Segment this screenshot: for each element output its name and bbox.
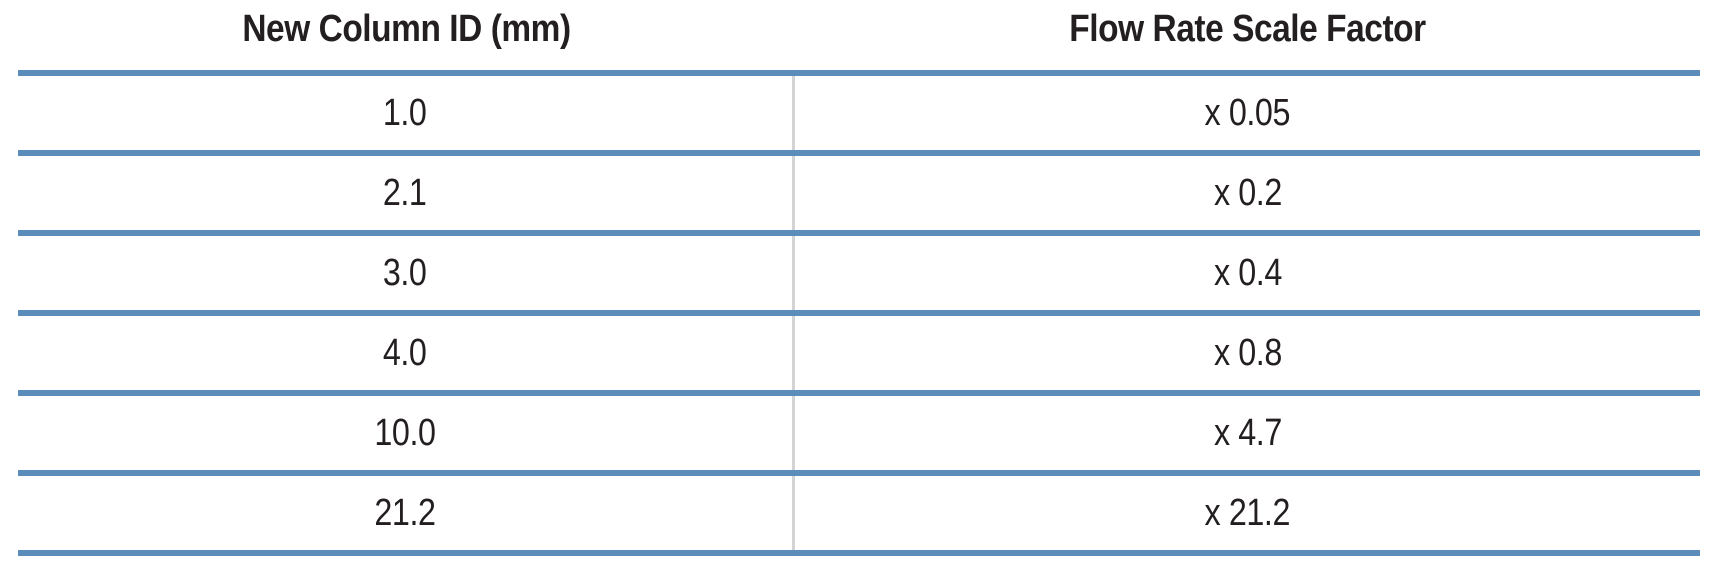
table-header-row: New Column ID (mm) Flow Rate Scale Facto… <box>18 0 1700 70</box>
table-row: 10.0 x 4.7 <box>18 396 1700 470</box>
table-row: 2.1 x 0.2 <box>18 156 1700 230</box>
table-rule <box>18 470 1700 476</box>
table-row: 1.0 x 0.05 <box>18 76 1700 150</box>
cell-column-id: 4.0 <box>18 316 795 390</box>
flow-rate-table: New Column ID (mm) Flow Rate Scale Facto… <box>18 0 1700 556</box>
cell-column-id: 21.2 <box>18 476 795 550</box>
table-row: 3.0 x 0.4 <box>18 236 1700 310</box>
cell-scale-factor: x 0.8 <box>1213 331 1282 374</box>
cell-scale-factor: x 4.7 <box>1213 411 1282 454</box>
cell-scale-factor: x 0.2 <box>1213 171 1282 214</box>
cell-column-id: 2.1 <box>18 156 795 230</box>
table-row: 21.2 x 21.2 <box>18 476 1700 550</box>
table-rule <box>18 310 1700 316</box>
header-column-id: New Column ID (mm) <box>242 7 571 50</box>
table-rule <box>18 150 1700 156</box>
table-rule <box>18 390 1700 396</box>
table-row: 4.0 x 0.8 <box>18 316 1700 390</box>
cell-scale-factor: x 21.2 <box>1204 491 1291 534</box>
cell-column-id: 1.0 <box>18 76 795 150</box>
table-rule <box>18 230 1700 236</box>
cell-scale-factor: x 0.05 <box>1204 91 1291 134</box>
cell-column-id: 3.0 <box>18 236 795 310</box>
header-flow-rate-scale-factor: Flow Rate Scale Factor <box>1069 7 1426 50</box>
table-rule <box>18 70 1700 76</box>
table-rule <box>18 550 1700 556</box>
cell-column-id: 10.0 <box>18 396 795 470</box>
cell-scale-factor: x 0.4 <box>1213 251 1282 294</box>
